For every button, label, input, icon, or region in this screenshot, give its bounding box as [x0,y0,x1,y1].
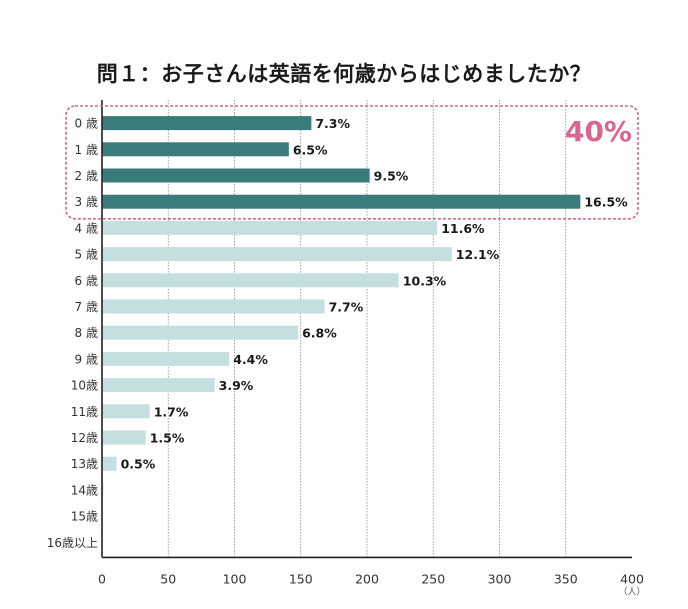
category-label: 1 歳 [75,143,98,157]
bar [102,299,325,314]
x-unit-label: （人） [618,586,645,597]
category-label: 3 歳 [75,195,98,209]
x-tick-label: 150 [289,571,313,586]
value-label: 6.8% [302,326,337,341]
value-label: 4.4% [233,352,268,367]
bar [102,404,150,419]
category-label: 6 歳 [75,274,98,288]
value-label: 16.5% [584,195,628,210]
value-label: 6.5% [293,142,328,157]
x-tick-label: 0 [98,571,106,586]
value-label: 1.5% [150,431,185,446]
highlight-label: 40% [565,115,632,148]
value-label: 9.5% [374,169,409,184]
x-tick-label: 50 [160,571,176,586]
bar [102,273,399,288]
value-label: 7.3% [315,116,350,131]
bar [102,430,146,445]
category-label: 0 歳 [75,117,98,131]
x-tick-label: 400 [620,571,644,586]
value-label: 0.5% [121,457,156,472]
category-label: 2 歳 [75,169,98,183]
category-label: 8 歳 [75,326,98,340]
value-labels: 7.3% 6.5% 9.5% 16.5% 11.6% 12.1% 10.3% 7.7% 6.8%… [121,116,629,472]
bar [102,194,581,209]
category-label: 9 歳 [75,352,98,366]
chart-title: 問１：お子さんは英語を何歳からはじめましたか？ [96,62,592,86]
value-label: 1.7% [154,404,189,419]
value-label: 3.9% [219,378,254,393]
bar [102,142,289,157]
x-tick-label: 250 [421,571,445,586]
bar [102,378,215,393]
category-label: 16歳以上 [47,536,98,550]
bar [102,351,230,366]
category-label: 12歳 [71,431,98,445]
category-label: 5 歳 [75,248,98,262]
category-label: 7 歳 [75,300,98,314]
bars [102,116,581,497]
x-tick-label: 300 [488,571,512,586]
value-label: 12.1% [456,247,500,262]
x-tick-label: 100 [223,571,247,586]
category-label: 13歳 [71,457,98,471]
bar [102,456,117,471]
category-label: 15歳 [71,510,98,524]
bar [102,247,452,262]
highlight-box [65,105,639,220]
bar [102,168,370,183]
category-label: 14歳 [71,483,98,497]
bar [102,220,438,235]
category-label: 4 歳 [75,221,98,235]
bar [102,116,312,131]
x-tick-label: 350 [554,571,578,586]
value-label: 7.7% [329,300,364,315]
category-label: 11歳 [71,405,98,419]
category-label: 10歳 [71,379,98,393]
category-labels: 0 歳 1 歳 2 歳 3 歳 4 歳 5 歳 6 歳 7 歳 8 歳 9 歳 10歳 11歳 12歳 1… [47,117,98,550]
bar [102,325,299,340]
value-label: 10.3% [403,273,447,288]
value-label: 11.6% [441,221,485,236]
x-tick-label: 200 [355,571,379,586]
x-tick-labels: 0 50 100 150 200 250 300 350 400 [98,571,644,586]
